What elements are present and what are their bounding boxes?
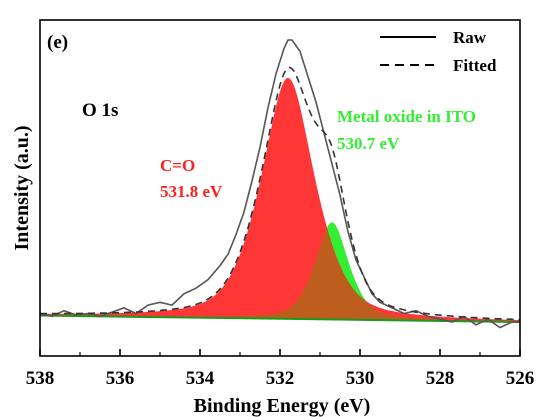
annotation-ito-label: Metal oxide in ITO — [337, 107, 476, 126]
annotation-co-energy: 531.8 eV — [160, 182, 223, 201]
x-axis: 538 536 534 532 530 528 526 — [26, 349, 535, 389]
annotation-co-label: C=O — [160, 156, 195, 175]
chart-title: O 1s — [82, 100, 118, 121]
legend-raw-label: Raw — [453, 28, 487, 47]
peak-fill-co — [40, 77, 520, 322]
panel-label: (e) — [47, 32, 68, 53]
x-tick-label-530: 530 — [346, 368, 375, 389]
x-tick-label-526: 526 — [506, 368, 535, 389]
y-axis-label: Intensity (a.u.) — [11, 125, 33, 250]
x-tick-label-532: 532 — [266, 368, 295, 389]
x-axis-label: Binding Energy (eV) — [194, 395, 371, 417]
x-tick-label-534: 534 — [186, 368, 215, 389]
x-tick-label-528: 528 — [426, 368, 455, 389]
raw-curve — [39, 39, 520, 329]
annotation-ito-energy: 530.7 eV — [337, 134, 400, 153]
legend-fitted-label: Fitted — [453, 56, 497, 75]
legend: Raw Fitted — [380, 28, 497, 75]
peak-fills — [40, 77, 520, 322]
x-tick-label-538: 538 — [26, 368, 55, 389]
fitted-curve — [40, 66, 521, 321]
background-line — [39, 314, 521, 323]
fit-curves — [39, 39, 521, 329]
x-tick-label-536: 536 — [106, 368, 135, 389]
